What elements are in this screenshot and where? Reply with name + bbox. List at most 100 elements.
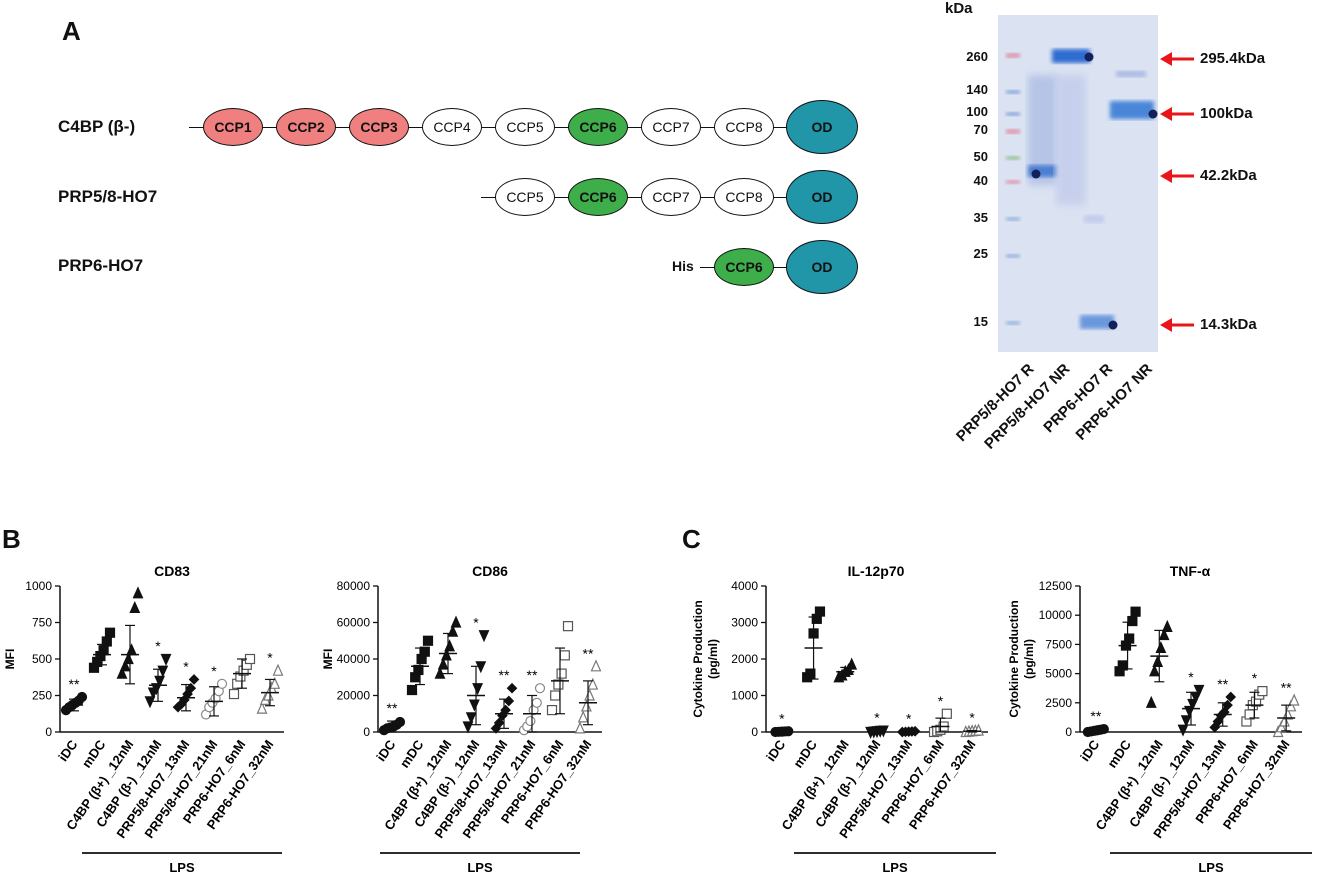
data-point — [1187, 698, 1199, 711]
data-point — [550, 690, 561, 701]
data-point — [422, 635, 434, 646]
data-point — [546, 704, 558, 716]
y-tick-label: 1000 — [25, 579, 52, 593]
data-point — [1161, 619, 1173, 632]
category-label: mDC — [79, 737, 109, 771]
data-point — [1092, 725, 1103, 736]
data-point — [150, 683, 162, 696]
gel-marker-label: 15 — [973, 314, 988, 329]
data-point — [1180, 715, 1192, 728]
data-point — [116, 666, 128, 679]
category-label: PRP6-HO7_32nM — [906, 737, 979, 832]
data-point — [382, 723, 393, 734]
data-point — [839, 664, 851, 677]
data-point — [490, 723, 502, 734]
data-point — [1257, 686, 1268, 697]
significance-mark: ** — [583, 645, 594, 661]
data-point — [122, 652, 134, 665]
significance-mark: * — [211, 663, 217, 679]
significance-mark: ** — [1090, 708, 1101, 724]
y-tick-label: 40000 — [337, 652, 371, 666]
data-point — [185, 682, 197, 694]
significance-mark: ** — [1281, 679, 1292, 695]
data-point — [1145, 695, 1157, 708]
data-point — [213, 686, 224, 697]
data-point — [475, 661, 487, 674]
y-tick-label: 0 — [751, 725, 758, 739]
data-point — [1218, 706, 1230, 718]
data-point — [1279, 714, 1290, 727]
significance-mark: * — [155, 638, 161, 654]
domain-ccp7: CCP7 — [641, 108, 701, 146]
gel-marker-label: 100 — [966, 104, 988, 119]
data-point — [783, 726, 794, 737]
data-point — [67, 699, 78, 711]
panel-c-label: C — [682, 524, 701, 554]
data-point — [126, 643, 138, 656]
y-tick-label: 5000 — [1045, 667, 1072, 681]
gel-band-size-label: 14.3kDa — [1200, 316, 1257, 333]
data-point — [200, 709, 212, 720]
data-point — [1212, 716, 1224, 727]
red-arrow-icon — [1160, 318, 1194, 332]
gel-band-size-label: 100kDa — [1200, 105, 1253, 122]
data-point — [132, 586, 144, 599]
data-point — [587, 677, 599, 690]
gel-band-size-label: 295.4kDa — [1200, 50, 1266, 67]
category-label: PRP6-HO7_6nM — [1192, 737, 1261, 826]
data-point — [465, 712, 477, 725]
y-tick-label: 750 — [32, 616, 52, 630]
data-point — [232, 678, 243, 689]
data-point — [1183, 705, 1195, 718]
gel-marker-label: 70 — [973, 122, 988, 137]
data-point — [1250, 696, 1262, 707]
domain-ccp6: CCP6 — [568, 108, 628, 146]
significance-mark: ** — [527, 667, 538, 683]
data-point — [805, 668, 816, 679]
domain-ccp8: CCP8 — [714, 108, 774, 146]
domain-ccp5: CCP5 — [495, 108, 555, 146]
significance-mark: * — [969, 710, 975, 726]
data-point — [906, 726, 918, 737]
data-point — [963, 724, 975, 737]
y-tick-label: 0 — [45, 725, 52, 739]
ladder-band — [1006, 53, 1020, 58]
data-point — [64, 702, 75, 713]
data-point — [556, 668, 567, 679]
band-marker-dot — [1108, 320, 1118, 330]
data-point — [272, 663, 284, 676]
y-tick-label: 1000 — [731, 689, 758, 703]
gel-marker-label: 35 — [973, 210, 988, 225]
y-axis-label: MFI — [321, 649, 335, 670]
data-point — [534, 683, 546, 694]
category-label: C4BP (β-) _12nM — [812, 737, 883, 830]
chart-title: CD86 — [472, 563, 508, 579]
data-point — [188, 674, 200, 685]
data-point — [590, 659, 602, 672]
lps-group-label: LPS — [467, 860, 493, 875]
data-point — [1082, 726, 1093, 738]
data-point — [1095, 724, 1106, 735]
gel-marker-label: 25 — [973, 246, 988, 261]
band-marker-dot — [1031, 169, 1041, 179]
category-label: PRP6-HO7_32nM — [522, 737, 595, 832]
y-tick-label: 2000 — [731, 652, 758, 666]
data-point — [525, 715, 536, 727]
domain-od: OD — [786, 100, 858, 154]
panel-b-label: B — [2, 524, 21, 554]
data-point — [1149, 664, 1160, 677]
data-point — [1288, 693, 1300, 706]
data-point — [1124, 633, 1135, 644]
gel-marker-label: 40 — [973, 173, 988, 188]
gel-kda-label: kDa — [945, 0, 973, 17]
data-point — [493, 717, 505, 729]
ladder-band — [1006, 90, 1020, 94]
data-point — [241, 659, 252, 670]
data-point — [160, 653, 172, 666]
y-tick-label: 250 — [32, 689, 52, 703]
data-point — [98, 645, 109, 656]
data-point — [154, 675, 166, 688]
data-point — [932, 726, 943, 737]
data-point — [182, 688, 193, 700]
data-point — [207, 697, 218, 708]
